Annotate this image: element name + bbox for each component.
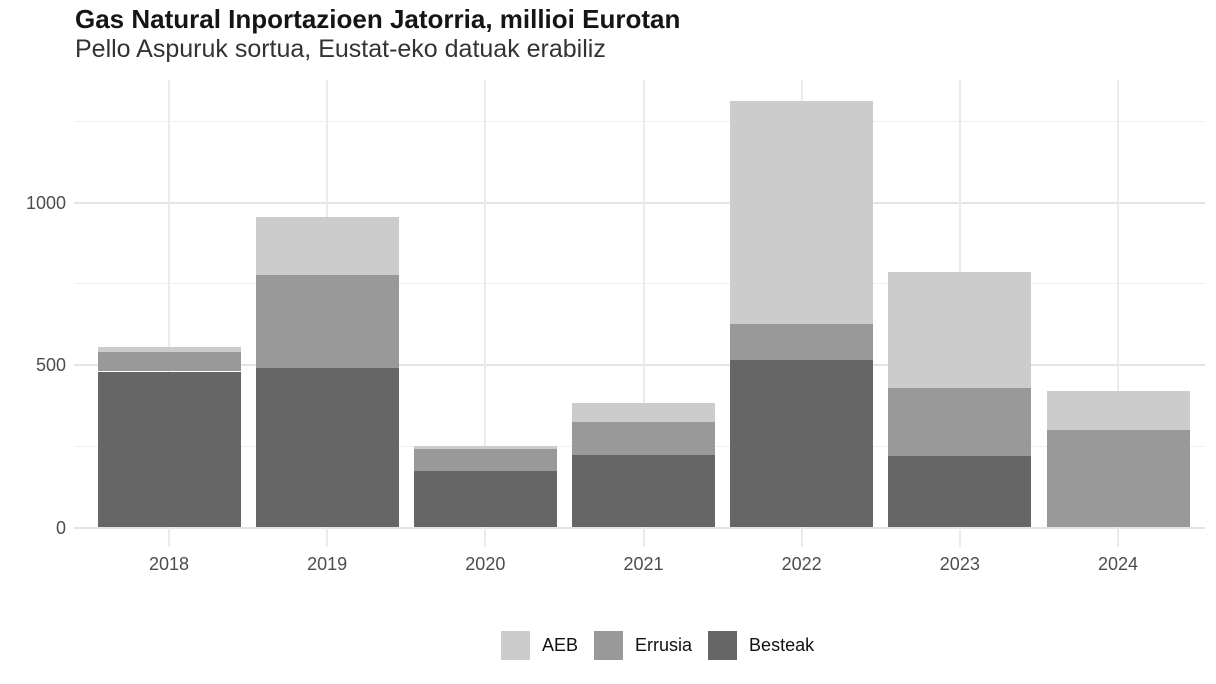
legend-swatch bbox=[708, 631, 738, 660]
bar-segment bbox=[413, 470, 557, 528]
bar-segment bbox=[888, 456, 1032, 528]
legend-swatch bbox=[501, 631, 530, 660]
bar-segment bbox=[572, 455, 715, 528]
bar-segment bbox=[572, 421, 715, 456]
legend-swatch bbox=[594, 631, 624, 660]
legend-item: Besteak bbox=[708, 631, 814, 660]
bar-segment bbox=[255, 216, 399, 275]
legend: AEB Errusia Besteak bbox=[501, 631, 814, 660]
gridline-h-minor bbox=[74, 120, 1205, 122]
y-tick-label: 1000 bbox=[25, 192, 66, 213]
x-tick-label: 2022 bbox=[781, 554, 822, 574]
x-tick-label: 2019 bbox=[307, 554, 348, 574]
chart-title: Gas Natural Inportazioen Jatorria, milli… bbox=[75, 4, 681, 34]
legend-label: AEB bbox=[542, 635, 579, 655]
bar-segment bbox=[255, 274, 399, 369]
x-tick-label: 2023 bbox=[939, 554, 980, 574]
x-tick-label: 2021 bbox=[623, 554, 664, 574]
y-tick-label: 0 bbox=[55, 517, 66, 538]
bar-segment bbox=[730, 324, 874, 361]
x-tick-label: 2020 bbox=[465, 554, 506, 574]
bar-segment bbox=[255, 368, 399, 528]
gridline-v bbox=[484, 80, 487, 547]
gridline-v bbox=[168, 80, 170, 547]
bar-segment bbox=[1046, 430, 1190, 528]
legend-label: Besteak bbox=[749, 635, 815, 655]
bar-segment bbox=[97, 352, 241, 372]
gridline-h-minor bbox=[74, 283, 1205, 285]
gridline-h-major bbox=[74, 201, 1205, 204]
gridline-v bbox=[1117, 80, 1119, 547]
x-tick-label: 2024 bbox=[1097, 554, 1139, 574]
bar-segment bbox=[730, 100, 874, 325]
bar-segment bbox=[413, 448, 557, 471]
legend-item: AEB bbox=[501, 631, 578, 660]
gridline-h-major bbox=[74, 526, 1205, 529]
bar-segment bbox=[97, 371, 241, 528]
bar-segment bbox=[730, 360, 874, 528]
y-tick-label: 500 bbox=[35, 355, 66, 375]
bar-segment bbox=[97, 347, 241, 352]
chart-subtitle: Pello Aspuruk sortua, Eustat-eko datuak … bbox=[75, 35, 606, 63]
bar-segment bbox=[888, 387, 1032, 456]
bar-segment bbox=[572, 402, 715, 422]
bar-segment bbox=[1046, 391, 1190, 430]
gridline-h-major bbox=[74, 364, 1205, 366]
x-tick-label: 2018 bbox=[148, 554, 190, 574]
bar-segment bbox=[413, 446, 557, 449]
plot-panel bbox=[74, 80, 1205, 547]
gridline-v bbox=[642, 80, 645, 547]
bar-segment bbox=[888, 271, 1032, 388]
legend-item: Errusia bbox=[594, 631, 692, 660]
legend-label: Errusia bbox=[635, 635, 693, 655]
